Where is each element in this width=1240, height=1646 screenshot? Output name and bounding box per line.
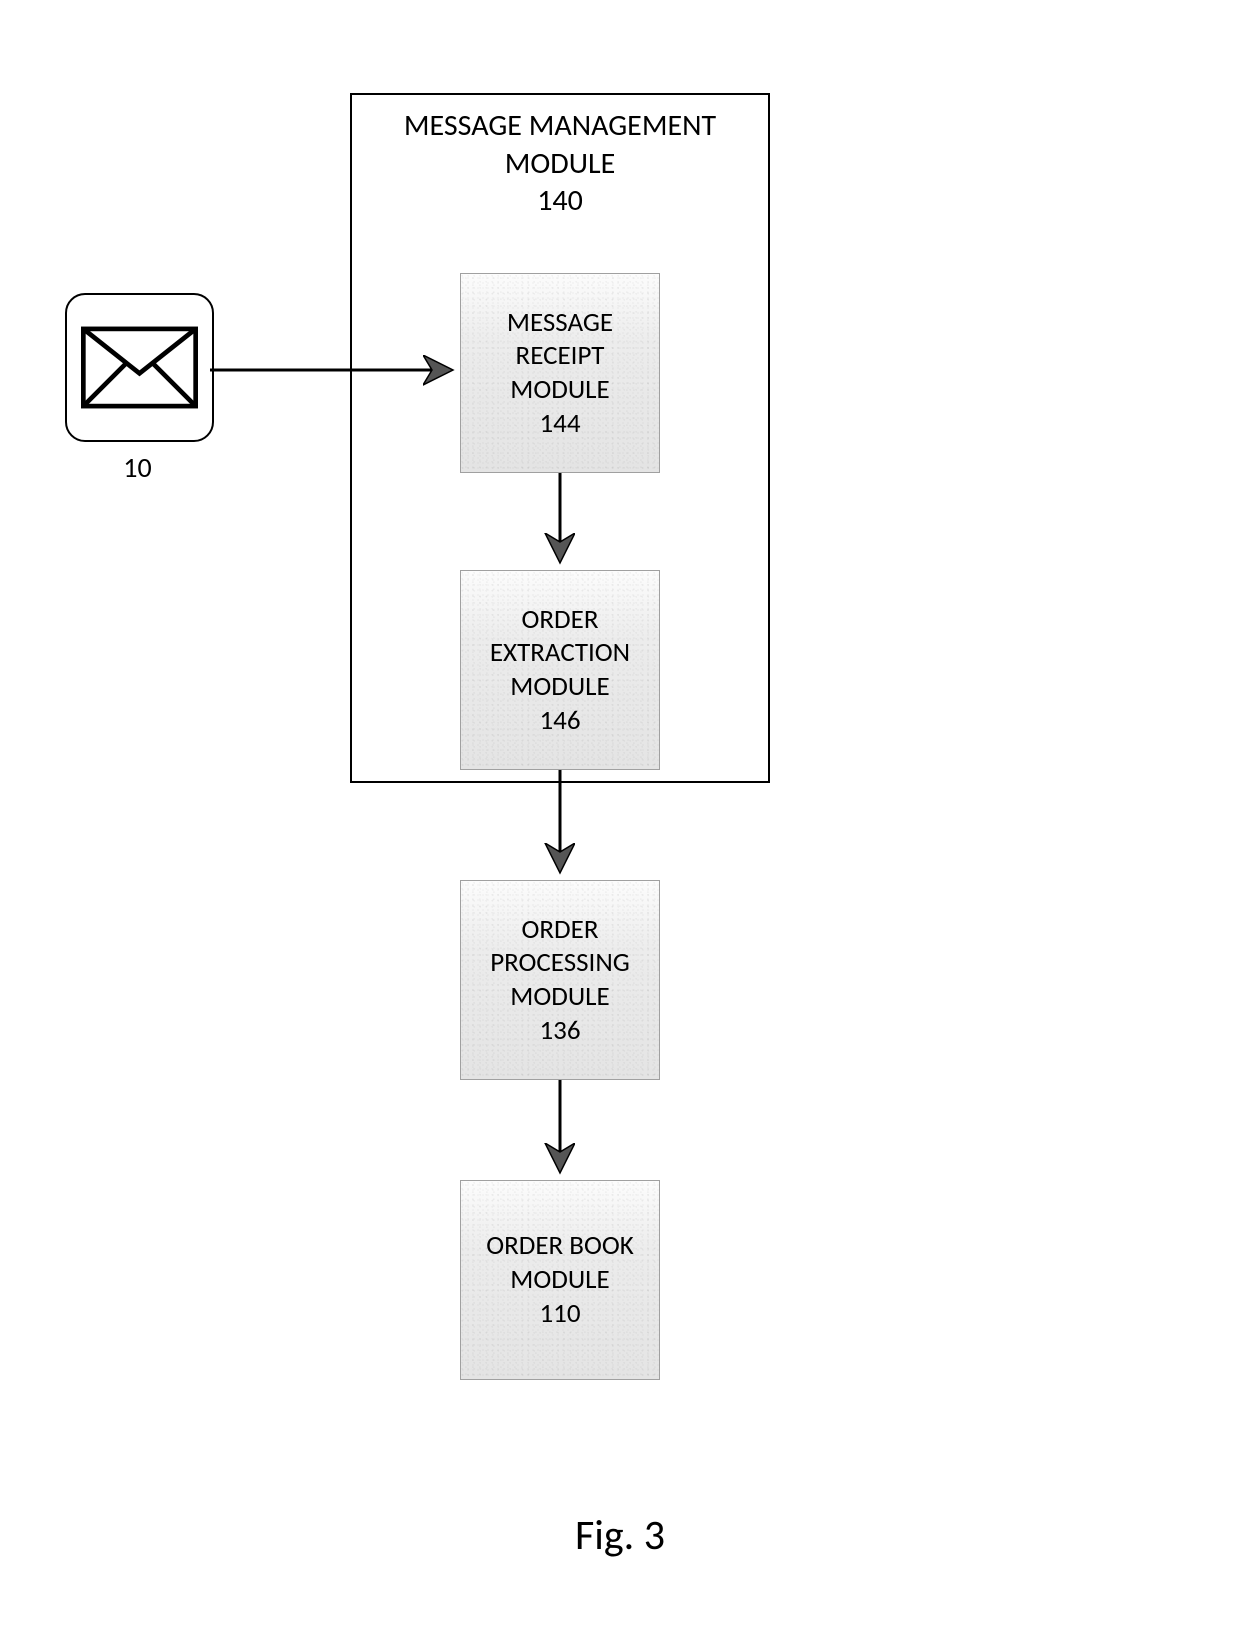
figure-page: 10 MESSAGE MANAGEMENT MODULE 140 MESSAGE…: [0, 0, 1240, 1646]
processing-line1: ORDER: [522, 913, 599, 947]
container-title: MESSAGE MANAGEMENT MODULE 140: [352, 107, 768, 220]
extraction-line1: ORDER: [522, 603, 599, 637]
arrow-extraction-to-processing: [550, 770, 570, 880]
receipt-line2: RECEIPT: [516, 339, 605, 373]
message-receipt-module: MESSAGE RECEIPT MODULE 144: [460, 273, 660, 473]
receipt-line3: MODULE: [510, 373, 609, 407]
envelope-icon: [81, 325, 198, 410]
figure-caption: Fig. 3: [0, 1510, 1240, 1561]
processing-line3: MODULE: [510, 980, 609, 1014]
receipt-ref: 144: [539, 407, 580, 441]
message-envelope: [65, 293, 214, 442]
extraction-line3: MODULE: [510, 670, 609, 704]
extraction-ref: 146: [539, 704, 580, 738]
envelope-ref: 10: [110, 450, 165, 485]
container-title-line1: MESSAGE MANAGEMENT: [404, 107, 716, 144]
container-ref: 140: [537, 182, 583, 219]
extraction-line2: EXTRACTION: [490, 636, 630, 670]
book-line1: ORDER BOOK: [486, 1229, 634, 1263]
arrow-envelope-to-receipt: [210, 360, 460, 380]
processing-line2: PROCESSING: [490, 946, 630, 980]
order-extraction-module: ORDER EXTRACTION MODULE 146: [460, 570, 660, 770]
receipt-line1: MESSAGE: [507, 306, 613, 340]
arrow-processing-to-book: [550, 1080, 570, 1180]
processing-ref: 136: [539, 1014, 580, 1048]
container-title-line2: MODULE: [505, 145, 615, 182]
arrow-receipt-to-extraction: [550, 473, 570, 570]
order-book-module: ORDER BOOK MODULE 110: [460, 1180, 660, 1380]
order-processing-module: ORDER PROCESSING MODULE 136: [460, 880, 660, 1080]
book-ref: 110: [539, 1297, 580, 1331]
book-line2: MODULE: [510, 1263, 609, 1297]
